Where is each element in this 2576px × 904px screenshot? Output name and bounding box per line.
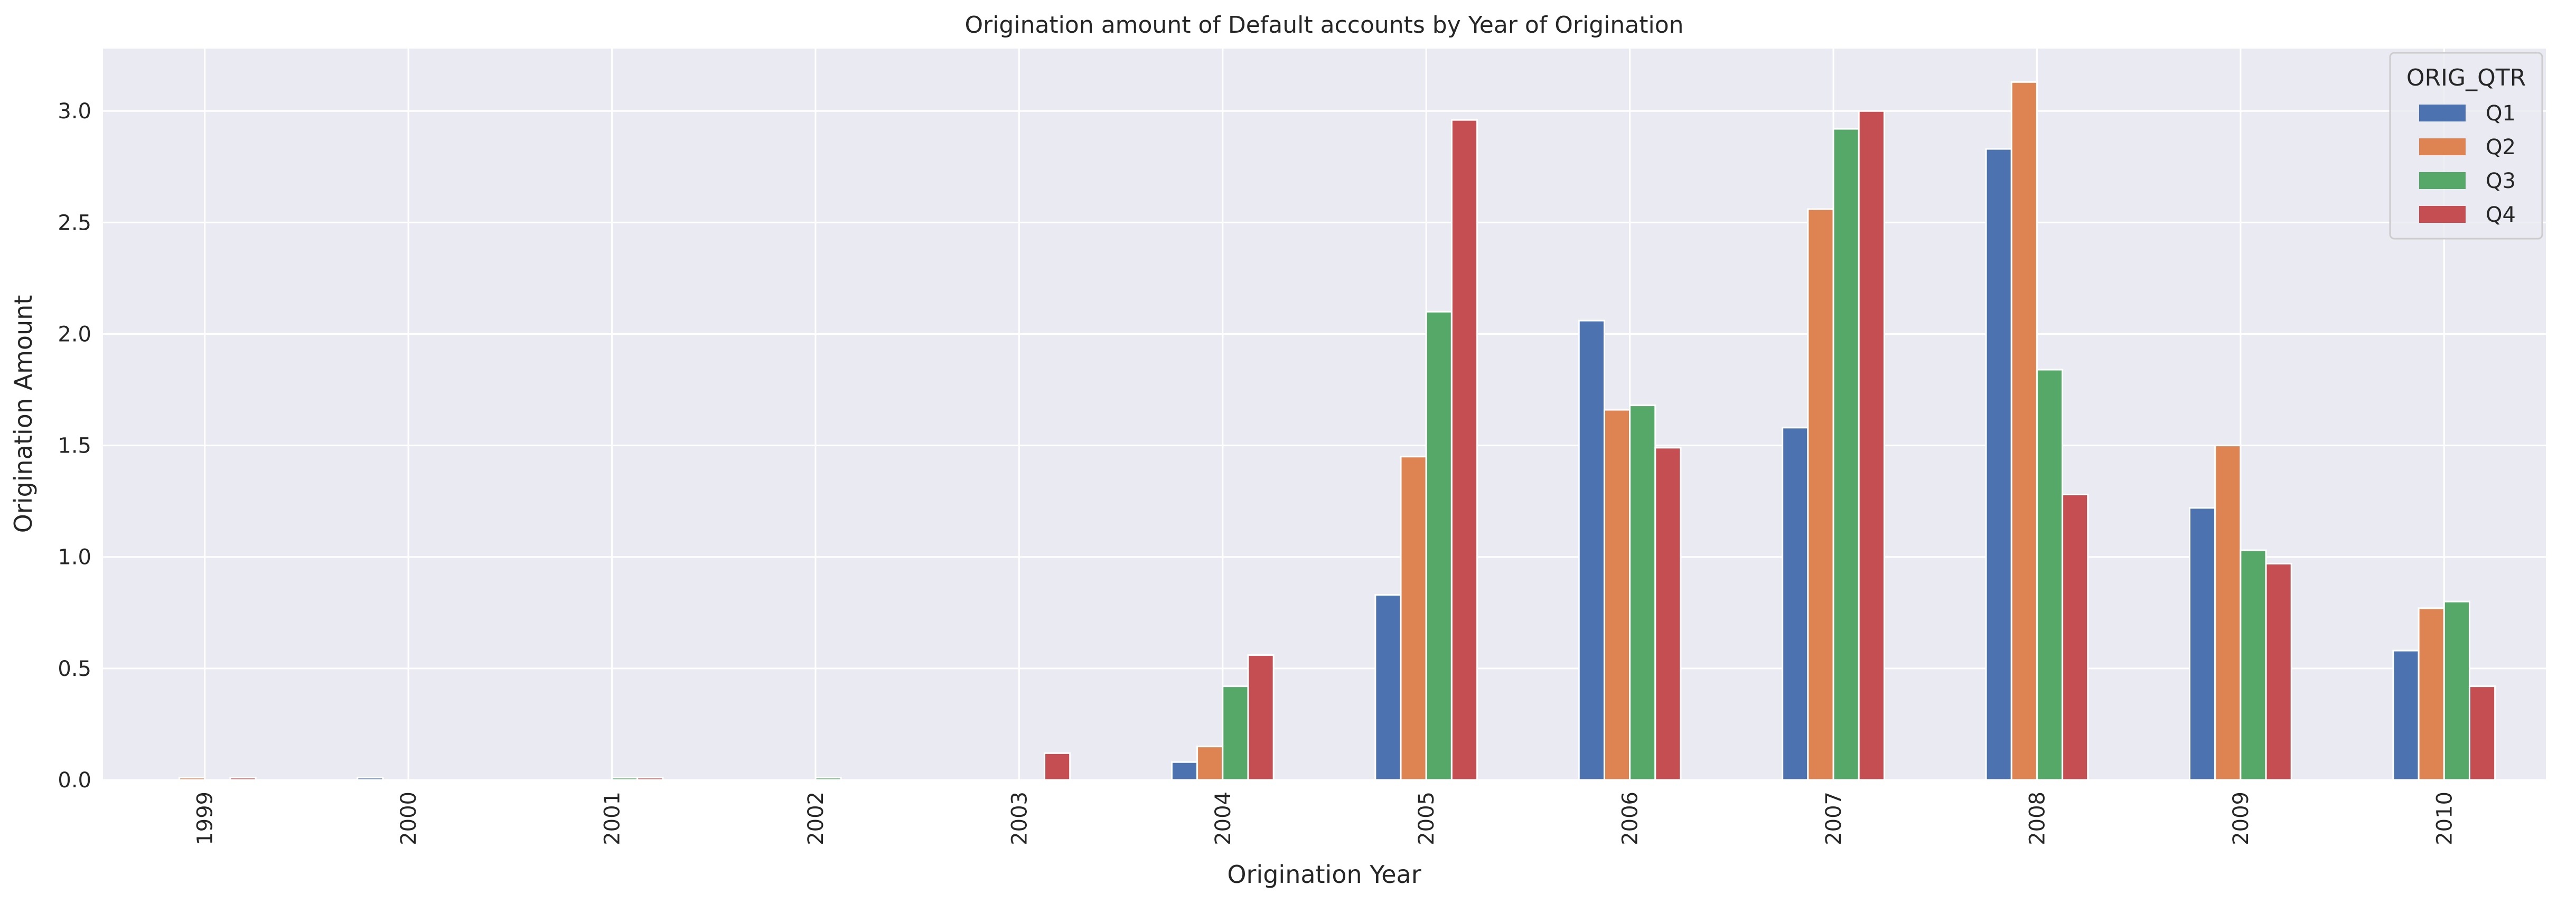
x-tick-label: 2003 bbox=[1007, 792, 1032, 845]
bar-q4-2008 bbox=[2062, 494, 2089, 781]
bars bbox=[179, 81, 2496, 781]
chart-title: Origination amount of Default accounts b… bbox=[964, 12, 1683, 39]
x-tick-labels: 1999 2000 2001 2002 2003 2004 2005 2006 2007 2008… bbox=[193, 792, 2457, 845]
x-tick-label: 2004 bbox=[1211, 792, 1235, 845]
y-tick-label: 1.0 bbox=[58, 545, 91, 570]
bar-q3-2007 bbox=[1832, 128, 1860, 781]
bar-q3-2002 bbox=[814, 777, 842, 781]
bar-q1-2005 bbox=[1374, 594, 1402, 781]
y-tick-label: 0.5 bbox=[58, 657, 91, 681]
bar-q4-2009 bbox=[2265, 562, 2292, 781]
legend-label-q3: Q3 bbox=[2486, 169, 2516, 193]
legend-title: ORIG_QTR bbox=[2406, 64, 2526, 91]
x-tick-label: 2008 bbox=[2025, 792, 2049, 845]
bar-q4-2010 bbox=[2468, 685, 2496, 781]
bar-q2-2006 bbox=[1603, 409, 1631, 781]
plot-area bbox=[103, 49, 2546, 780]
bar-q2-2004 bbox=[1196, 746, 1224, 781]
y-axis-label: Origination Amount bbox=[9, 295, 38, 533]
bar-q4-1999 bbox=[229, 777, 257, 781]
bar-q3-2006 bbox=[1629, 404, 1656, 781]
bar-q2-2008 bbox=[2010, 81, 2038, 781]
bar-q1-2010 bbox=[2392, 649, 2420, 781]
y-tick-label: 3.0 bbox=[58, 99, 91, 124]
bar-q2-1999 bbox=[179, 777, 206, 781]
bar-q2-2007 bbox=[1807, 208, 1834, 781]
bar-q4-2007 bbox=[1858, 110, 1885, 781]
legend-swatch-q3 bbox=[2419, 172, 2466, 189]
bar-q2-2005 bbox=[1400, 456, 1427, 781]
legend-label-q1: Q1 bbox=[2486, 101, 2516, 126]
legend-box bbox=[2389, 52, 2543, 240]
bar-q3-2009 bbox=[2240, 549, 2267, 781]
x-axis-label: Origination Year bbox=[1227, 860, 1421, 889]
x-tick-label: 2006 bbox=[1618, 792, 1643, 845]
x-tick-label: 2001 bbox=[601, 792, 625, 845]
x-tick-label: 2000 bbox=[397, 792, 421, 845]
bar-q3-2004 bbox=[1222, 685, 1249, 781]
legend-label-q4: Q4 bbox=[2486, 203, 2516, 227]
y-tick-label: 2.5 bbox=[58, 211, 91, 235]
y-tick-label: 1.5 bbox=[58, 434, 91, 458]
y-tick-labels: 0.0 0.5 1.0 1.5 2.0 2.5 3.0 bbox=[58, 99, 91, 793]
x-tick-label: 2002 bbox=[804, 792, 828, 845]
legend-swatch-q1 bbox=[2419, 105, 2466, 121]
bar-q3-2001 bbox=[611, 777, 639, 781]
y-gridlines bbox=[103, 110, 2546, 781]
legend-swatch-q2 bbox=[2419, 138, 2466, 155]
bar-q4-2003 bbox=[1044, 752, 1071, 781]
y-tick-label: 2.0 bbox=[58, 322, 91, 346]
bar-q3-2008 bbox=[2036, 369, 2064, 781]
legend-items: Q1 Q2 Q3 Q4 bbox=[2419, 101, 2516, 227]
legend: ORIG_QTR Q1 Q2 Q3 Q4 bbox=[2389, 52, 2543, 240]
bar-q1-2008 bbox=[1985, 148, 2012, 781]
bar-q1-2000 bbox=[357, 777, 384, 781]
bar-q3-2010 bbox=[2443, 600, 2470, 781]
bar-q2-2010 bbox=[2418, 607, 2445, 781]
bar-q1-2006 bbox=[1578, 319, 1605, 781]
legend-label-q2: Q2 bbox=[2486, 135, 2516, 159]
bar-q4-2001 bbox=[636, 777, 664, 781]
x-tick-label: 1999 bbox=[193, 792, 218, 845]
bar-q4-2006 bbox=[1654, 447, 1682, 781]
bar-q1-2009 bbox=[2189, 507, 2216, 781]
bar-q2-2009 bbox=[2214, 445, 2242, 781]
bar-q4-2004 bbox=[1247, 654, 1275, 781]
x-tick-label: 2009 bbox=[2229, 792, 2253, 845]
bar-q3-2005 bbox=[1425, 310, 1453, 781]
x-tick-label: 2005 bbox=[1415, 792, 1439, 845]
bar-q1-2004 bbox=[1170, 761, 1198, 781]
bar-q4-2005 bbox=[1450, 119, 1478, 781]
x-tick-label: 2007 bbox=[1822, 792, 1846, 845]
x-tick-label: 2010 bbox=[2432, 792, 2457, 845]
y-tick-label: 0.0 bbox=[58, 768, 91, 793]
legend-swatch-q4 bbox=[2419, 206, 2466, 223]
bar-q1-2007 bbox=[1782, 427, 1809, 781]
